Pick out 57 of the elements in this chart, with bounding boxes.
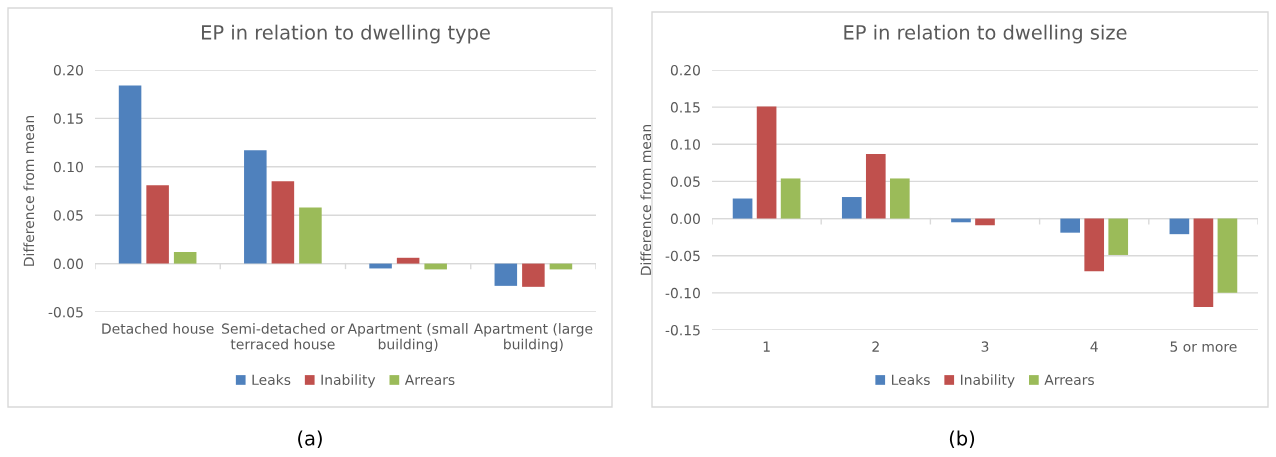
y-tick-label: 0.20 <box>670 64 700 76</box>
legend-label: Inability <box>961 374 1015 388</box>
x-tick-label: Detached house <box>102 323 214 334</box>
bar <box>271 181 295 264</box>
bar <box>118 85 142 264</box>
text: (b) <box>949 430 975 448</box>
y-tick-label: 0.10 <box>670 139 700 150</box>
y-axis-title: Difference from mean <box>23 116 35 266</box>
bar <box>732 198 753 219</box>
y-tick-label: 0.15 <box>670 102 700 113</box>
bar <box>865 153 886 219</box>
x-tick-label: Semi-detached or terraced house <box>222 323 345 350</box>
bar <box>244 150 267 264</box>
legend-label: Leaks <box>892 374 930 386</box>
y-tick-label: -0.05 <box>48 306 83 318</box>
x-tick-label: Apartment (large building) <box>473 323 593 353</box>
bar <box>975 218 995 226</box>
y-tick-label: 0.00 <box>670 213 700 225</box>
x-tick-label: 4 <box>1090 341 1098 352</box>
y-tick-label: 0.10 <box>53 161 83 173</box>
y-tick-label: 0.05 <box>670 176 700 187</box>
x-tick-label: Apartment (small building) <box>347 323 468 353</box>
y-tick-label: -0.05 <box>665 250 700 262</box>
bar <box>841 197 862 219</box>
x-tick-label: 3 <box>981 341 989 352</box>
legend-label: Inability <box>321 374 376 388</box>
legend-label: Leaks <box>252 374 291 386</box>
bar <box>396 257 420 264</box>
x-tick-label: 5 or more <box>1170 341 1237 352</box>
x-tick-label: 2 <box>872 341 879 352</box>
y-tick-label: 0.15 <box>53 113 83 124</box>
bar <box>1060 218 1080 233</box>
bar <box>1084 218 1105 272</box>
bar <box>780 178 801 219</box>
y-tick-label: 0.00 <box>53 258 83 270</box>
y-tick-label: 0.05 <box>53 210 83 221</box>
bar <box>1193 218 1214 307</box>
bar <box>1169 218 1190 235</box>
y-tick-label: -0.15 <box>665 324 700 336</box>
y-tick-label: -0.10 <box>665 287 700 299</box>
y-axis-title: Difference from mean <box>640 125 652 275</box>
chart-title: EP in relation to dwelling type <box>202 24 490 44</box>
bar <box>1108 218 1129 255</box>
bar <box>522 263 545 287</box>
bar <box>299 207 322 264</box>
bar <box>494 263 518 286</box>
text: (a) <box>298 430 322 448</box>
chart-title: EP in relation to dwelling size <box>844 24 1127 44</box>
x-tick-label: 1 <box>763 341 770 352</box>
bar <box>146 185 169 264</box>
legend-label: Arrears <box>404 374 455 386</box>
bar <box>890 178 910 219</box>
bar <box>1217 218 1238 293</box>
bar <box>756 106 777 219</box>
legend-label: Arrears <box>1044 374 1094 386</box>
bar <box>173 251 197 264</box>
y-tick-label: 0.20 <box>53 64 83 76</box>
